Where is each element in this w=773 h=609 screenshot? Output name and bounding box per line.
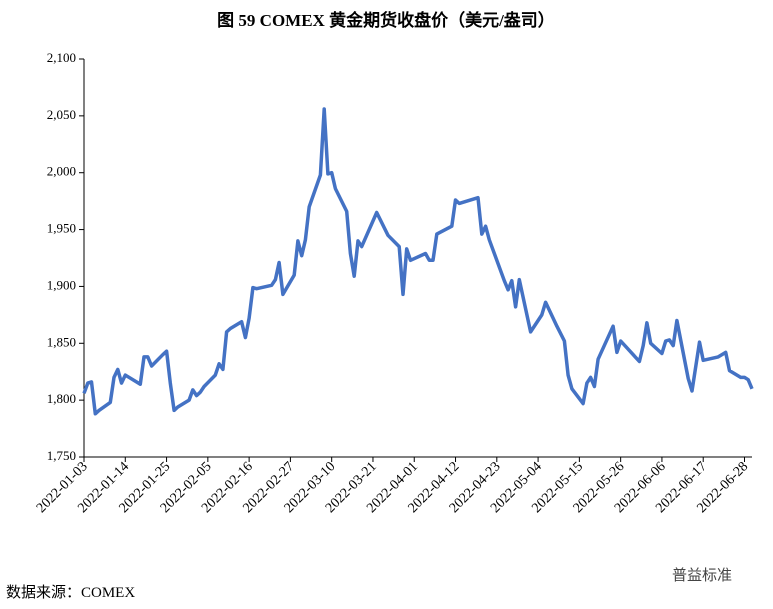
- y-tick-label: 1,800: [47, 391, 76, 406]
- y-tick-label: 1,900: [47, 277, 76, 292]
- y-tick-label: 2,050: [47, 107, 76, 122]
- line: [82, 107, 754, 416]
- y-tick-label: 1,750: [47, 448, 76, 463]
- source: 数据来源：COMEX: [6, 584, 135, 601]
- y-tick-label: 2,000: [47, 164, 76, 179]
- watermark: 普益标准: [672, 567, 732, 584]
- y-tick-label: 1,950: [47, 221, 76, 236]
- y-tick-label: 1,850: [47, 334, 76, 349]
- y-tick-label: 2,100: [47, 50, 76, 65]
- chart-title: 图 59 COMEX 黄金期货收盘价（美元/盎司）: [217, 10, 555, 30]
